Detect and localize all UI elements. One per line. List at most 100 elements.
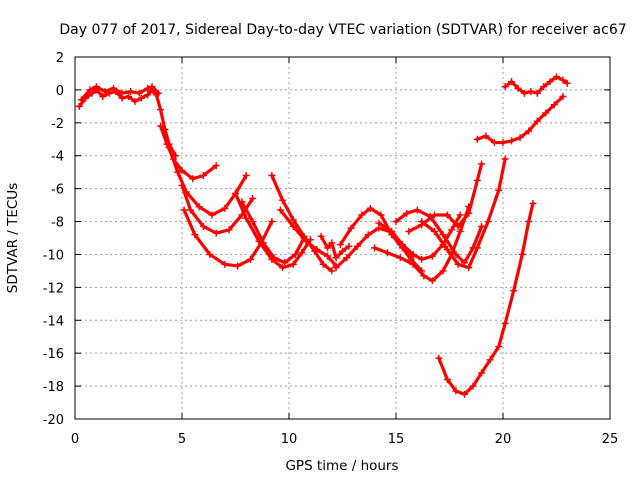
data-point bbox=[148, 83, 156, 91]
series-trace bbox=[407, 162, 484, 234]
data-point bbox=[525, 218, 533, 226]
data-point bbox=[328, 267, 336, 275]
data-point bbox=[232, 190, 239, 198]
data-point bbox=[165, 144, 173, 151]
data-point bbox=[529, 199, 537, 207]
series-arc-m bbox=[392, 206, 486, 267]
data-point bbox=[279, 196, 287, 204]
series-arc-l bbox=[375, 211, 464, 263]
data-point bbox=[328, 239, 336, 247]
y-tick-label: -4 bbox=[51, 150, 64, 165]
data-point bbox=[101, 88, 109, 96]
data-point bbox=[490, 139, 498, 147]
data-point bbox=[431, 211, 439, 219]
data-point bbox=[510, 287, 518, 295]
data-point bbox=[189, 175, 197, 183]
data-point bbox=[533, 117, 541, 125]
series-late-dip bbox=[435, 199, 537, 398]
data-point bbox=[375, 219, 383, 227]
series-trace bbox=[240, 200, 306, 265]
chart-title: Day 077 of 2017, Sidereal Day-to-day VTE… bbox=[59, 22, 626, 38]
x-tick-label: 20 bbox=[495, 432, 512, 447]
data-point bbox=[550, 101, 558, 109]
data-point bbox=[456, 227, 464, 235]
data-point bbox=[495, 343, 503, 351]
x-axis-label: GPS time / hours bbox=[285, 458, 398, 474]
y-tick-label: -6 bbox=[51, 183, 64, 198]
series-late-rise bbox=[473, 92, 567, 147]
data-point bbox=[520, 89, 528, 97]
series-arc-c bbox=[178, 181, 257, 237]
data-point bbox=[238, 198, 246, 206]
data-point bbox=[508, 137, 516, 145]
data-point bbox=[339, 247, 346, 255]
data-point bbox=[428, 277, 436, 285]
data-point bbox=[456, 211, 464, 219]
data-point bbox=[358, 211, 366, 219]
data-point bbox=[199, 171, 207, 179]
data-point bbox=[206, 250, 214, 258]
y-tick-label: -20 bbox=[43, 413, 64, 428]
data-point bbox=[268, 171, 276, 179]
data-point bbox=[157, 122, 165, 130]
data-point bbox=[336, 241, 344, 249]
data-point bbox=[501, 320, 509, 328]
data-point bbox=[495, 186, 503, 194]
x-tick-label: 5 bbox=[178, 432, 186, 447]
data-point bbox=[559, 92, 567, 100]
data-point bbox=[298, 249, 306, 257]
series-arc-g bbox=[268, 171, 336, 275]
data-point bbox=[527, 88, 535, 96]
series-trace bbox=[373, 205, 471, 283]
data-point bbox=[473, 244, 481, 252]
data-point bbox=[180, 206, 188, 214]
data-point bbox=[343, 254, 351, 262]
y-tick-label: 0 bbox=[56, 84, 64, 99]
y-tick-label: -12 bbox=[43, 281, 64, 296]
data-point bbox=[110, 84, 118, 92]
data-point bbox=[289, 260, 297, 268]
data-point bbox=[516, 134, 524, 142]
data-point bbox=[465, 209, 473, 217]
y-axis-label: SDTVAR / TECUs bbox=[5, 183, 21, 293]
grid bbox=[75, 57, 610, 419]
data-point bbox=[409, 250, 417, 258]
x-tick-label: 15 bbox=[388, 432, 405, 447]
series-early-band-upper bbox=[77, 83, 162, 104]
data-point bbox=[289, 222, 297, 230]
data-point bbox=[191, 231, 199, 239]
series-trace bbox=[159, 124, 218, 181]
y-tick-label: -18 bbox=[43, 380, 64, 395]
data-point bbox=[454, 222, 462, 230]
data-point bbox=[270, 254, 278, 262]
data-point bbox=[540, 83, 548, 91]
data-point bbox=[366, 204, 374, 212]
data-point bbox=[332, 254, 340, 262]
series-trace bbox=[270, 173, 334, 273]
data-point bbox=[518, 250, 526, 258]
series-trace bbox=[182, 208, 274, 268]
data-point bbox=[225, 226, 233, 234]
data-point bbox=[221, 260, 229, 268]
data-point bbox=[187, 206, 195, 214]
data-point bbox=[409, 260, 417, 268]
series-arc-o bbox=[405, 160, 486, 235]
series-trace bbox=[319, 234, 351, 260]
data-point bbox=[281, 259, 289, 267]
data-point bbox=[563, 79, 571, 87]
series-trace bbox=[278, 208, 338, 268]
data-point bbox=[154, 89, 162, 97]
y-tick-labels: -20-18-16-14-12-10-8-6-4-202 bbox=[43, 51, 64, 428]
data-point bbox=[439, 231, 447, 239]
data-point bbox=[559, 76, 567, 84]
data-point bbox=[127, 88, 135, 96]
data-point bbox=[234, 262, 242, 270]
data-point bbox=[473, 135, 481, 143]
data-point bbox=[125, 92, 132, 100]
data-point bbox=[431, 227, 439, 235]
series-mid-scatter bbox=[317, 232, 353, 262]
data-point bbox=[276, 206, 284, 214]
series-late-top bbox=[501, 73, 571, 97]
data-point bbox=[144, 84, 152, 92]
